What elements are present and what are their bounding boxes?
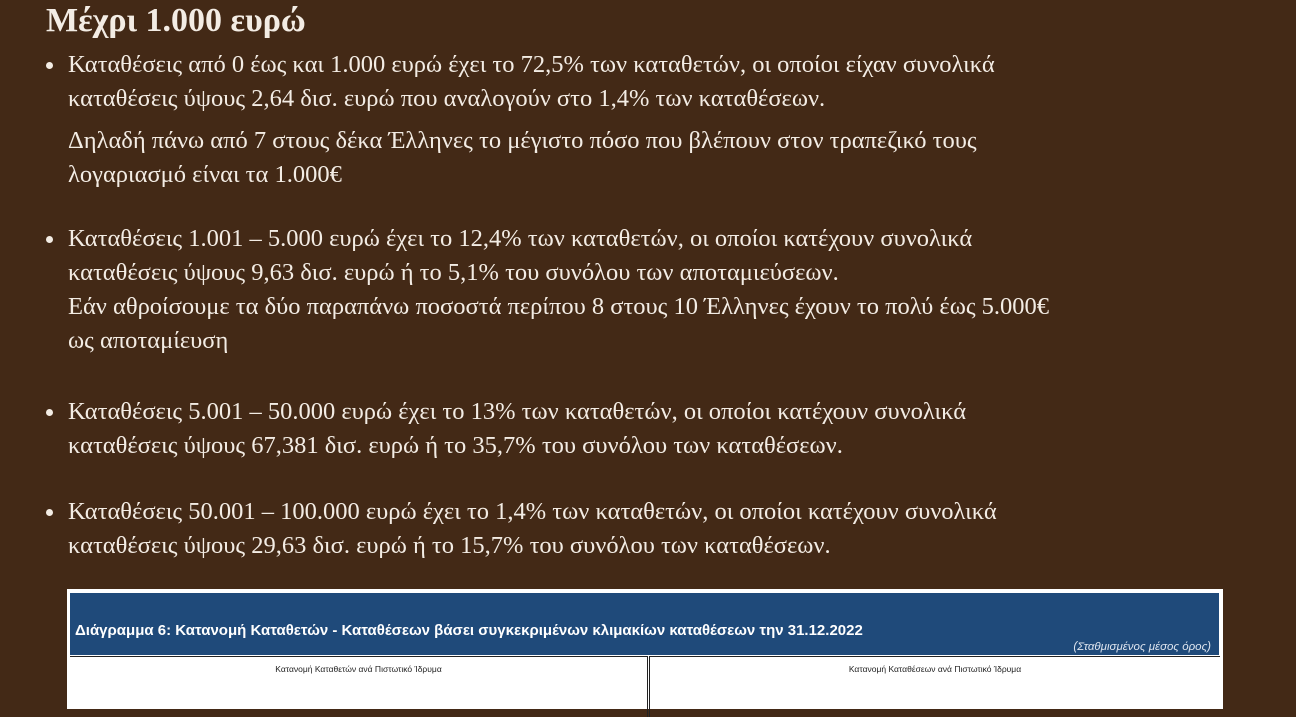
bullet-icon <box>46 62 53 69</box>
text-line: καταθέσεις ύψους 29,63 δισ. ευρώ ή το 15… <box>68 532 831 559</box>
text-line: Καταθέσεις 50.001 – 100.000 ευρώ έχει το… <box>68 498 997 525</box>
bullet-icon <box>46 409 53 416</box>
diagram-title: Διάγραμμα 6: Κατανομή Καταθετών - Καταθέ… <box>75 622 863 639</box>
text-line: Δηλαδή πάνω από 7 στους δέκα Έλληνες το … <box>68 127 977 154</box>
text-line: λογαριασμό είναι τα 1.000€ <box>68 161 342 188</box>
diagram-header: Διάγραμμα 6: Κατανομή Καταθετών - Καταθέ… <box>70 593 1219 655</box>
text-line: καταθέσεις ύψους 9,63 δισ. ευρώ ή το 5,1… <box>68 259 839 286</box>
text-line: καταθέσεις ύψους 67,381 δισ. ευρώ ή το 3… <box>68 432 843 459</box>
bullet-item: Καταθέσεις 50.001 – 100.000 ευρώ έχει το… <box>46 495 1268 563</box>
bullet-item: Καταθέσεις 5.001 – 50.000 ευρώ έχει το 1… <box>46 395 1268 463</box>
bullet-item: Καταθέσεις 1.001 – 5.000 ευρώ έχει το 12… <box>46 222 1268 358</box>
bullet-icon <box>46 509 53 516</box>
text-line: Καταθέσεις από 0 έως και 1.000 ευρώ έχει… <box>68 51 995 78</box>
depositors-panel: Κατανομή Καταθετών ανά Πιστωτικό Ίδρυμα <box>70 656 648 717</box>
text-line: καταθέσεις ύψους 2,64 δισ. ευρώ που αναλ… <box>68 85 826 112</box>
text-line: Καταθέσεις 5.001 – 50.000 ευρώ έχει το 1… <box>68 398 967 425</box>
deposits-panel: Κατανομή Καταθέσεων ανά Πιστωτικό Ίδρυμα <box>649 656 1220 717</box>
bullet-icon <box>46 236 53 243</box>
section-heading: Μέχρι 1.000 ευρώ <box>46 2 306 39</box>
panel-title: Κατανομή Καταθέσεων ανά Πιστωτικό Ίδρυμα <box>848 664 1022 674</box>
diagram-image: Διάγραμμα 6: Κατανομή Καταθετών - Καταθέ… <box>67 589 1223 717</box>
panel-title: Κατανομή Καταθετών ανά Πιστωτικό Ίδρυμα <box>275 664 442 674</box>
bullet-item: Καταθέσεις από 0 έως και 1.000 ευρώ έχει… <box>46 48 1268 192</box>
diagram-subtitle: (Σταθμισμένος μέσος όρος) <box>1073 641 1211 653</box>
text-line: Εάν αθροίσουμε τα δύο παραπάνω ποσοστά π… <box>68 293 1050 320</box>
text-line: Καταθέσεις 1.001 – 5.000 ευρώ έχει το 12… <box>68 225 973 252</box>
text-line: ως αποταμίευση <box>68 327 229 354</box>
